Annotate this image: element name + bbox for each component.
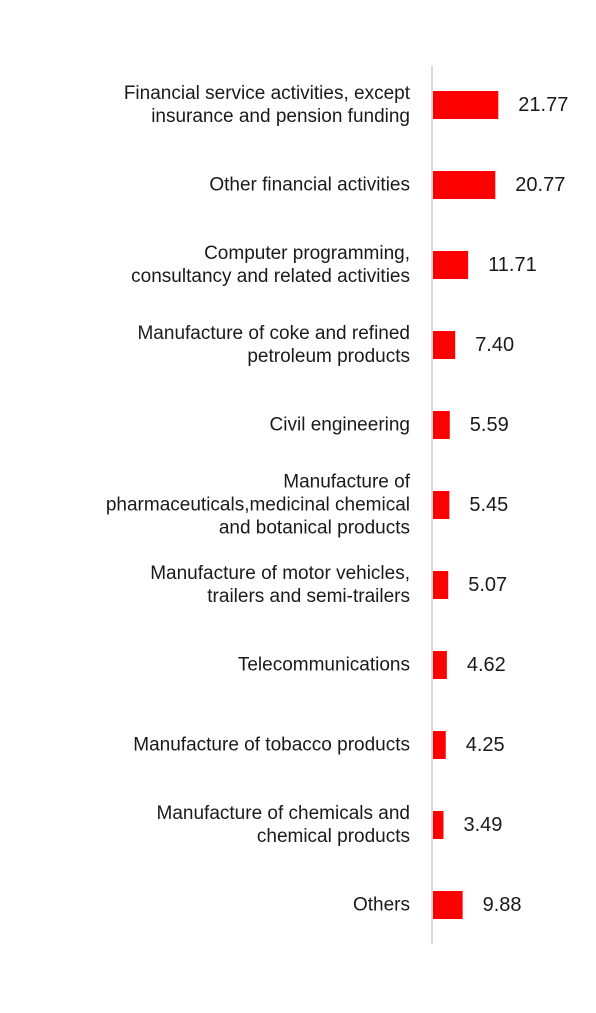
value-label-9: 3.49 [463,814,502,836]
value-label-7: 4.62 [467,654,506,676]
category-label-7: Telecommunications [238,655,410,676]
category-label-5-line-0: Manufacture of [283,472,410,493]
bar-2 [433,251,469,279]
category-label-2-line-0: Computer programming, [204,243,410,264]
value-label-4: 5.59 [470,414,509,436]
value-labels-layer: 21.77 20.77 11.71 7.40 5.59 5.45 5.07 4.62 4.25 3… [463,94,568,916]
bar-9 [433,811,444,839]
category-labels-layer: Financial service activities, except insu… [106,83,411,916]
category-label-1: Other financial activities [209,175,410,196]
bar-5 [433,491,450,519]
category-label-6-line-0: Manufacture of motor vehicles, [150,563,410,584]
category-label-3: Manufacture of coke and refined petroleum… [137,323,410,367]
category-label-9: Manufacture of chemicals and chemical pro… [157,803,410,847]
category-label-10-line-0: Others [353,895,410,916]
value-label-3: 7.40 [475,334,514,356]
category-label-1-line-0: Other financial activities [209,175,410,196]
category-label-0: Financial service activities, except insu… [124,83,411,127]
category-label-4-line-0: Civil engineering [270,415,410,436]
bar-6 [433,571,449,599]
category-label-2: Computer programming, consultancy and rel… [131,243,410,287]
bar-7 [433,651,447,679]
category-label-3-line-0: Manufacture of coke and refined [137,323,410,344]
bar-4 [433,411,450,439]
category-label-3-line-1: petroleum products [247,346,410,367]
category-label-10: Others [353,895,410,916]
value-label-6: 5.07 [468,574,507,596]
value-label-0: 21.77 [518,94,568,116]
category-label-0-line-1: insurance and pension funding [151,106,410,127]
category-label-9-line-0: Manufacture of chemicals and [157,803,410,824]
category-label-0-line-0: Financial service activities, except [124,83,411,104]
category-label-8-line-0: Manufacture of tobacco products [133,735,410,756]
category-label-5: Manufacture of pharmaceuticals,medicinal … [106,472,411,539]
bar-1 [433,171,496,199]
category-label-4: Civil engineering [270,415,410,436]
category-label-9-line-1: chemical products [257,826,410,847]
category-label-6-line-1: trailers and semi-trailers [207,586,410,607]
bar-8 [433,731,446,759]
category-label-7-line-0: Telecommunications [238,655,410,676]
category-label-5-line-1: pharmaceuticals,medicinal chemical [106,495,410,516]
bar-0 [433,91,499,119]
category-label-6: Manufacture of motor vehicles, trailers a… [150,563,410,607]
value-label-10: 9.88 [483,894,522,916]
value-label-5: 5.45 [469,494,508,516]
bar-3 [433,331,456,359]
category-label-8: Manufacture of tobacco products [133,735,410,756]
category-label-5-line-2: and botanical products [219,518,410,539]
bar-10 [433,891,463,919]
value-label-8: 4.25 [466,734,505,756]
value-label-2: 11.71 [488,254,537,276]
value-label-1: 20.77 [515,174,565,196]
bars-layer [433,91,499,919]
category-label-2-line-1: consultancy and related activities [131,266,410,287]
